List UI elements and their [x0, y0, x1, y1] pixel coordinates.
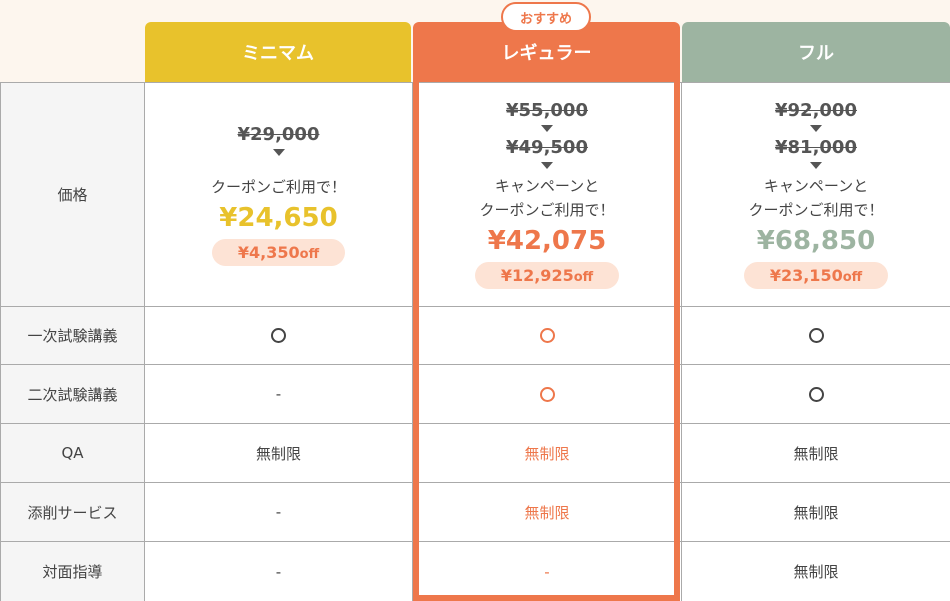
row-label: 対面指導 [0, 542, 145, 601]
feature-cell-minimum: - [145, 542, 413, 601]
row-label: 一次試験講義 [0, 307, 145, 364]
price-note: キャンペーンと [763, 177, 869, 195]
feature-row-face-to-face: 対面指導 - - 無制限 [0, 542, 950, 601]
feature-cell-full [682, 307, 950, 364]
price-row: 価格 ¥29,000 クーポンご利用で！ ¥24,650 ¥4,350off ¥… [0, 82, 950, 307]
feature-cell-full: 無制限 [793, 503, 839, 522]
discount-badge: ¥23,150off [743, 262, 889, 289]
price-cell-minimum: ¥29,000 クーポンご利用で！ ¥24,650 ¥4,350off [145, 83, 413, 306]
feature-row-first-exam: 一次試験講義 [0, 307, 950, 365]
final-price: ¥68,850 [756, 226, 876, 256]
row-label-price: 価格 [0, 83, 145, 306]
original-price: ¥92,000 [775, 100, 857, 121]
plan-header-regular: レギュラー [413, 22, 680, 82]
campaign-price: ¥81,000 [775, 137, 857, 158]
down-arrow-icon [810, 162, 822, 169]
plan-comparison-table: 価格 ¥29,000 クーポンご利用で！ ¥24,650 ¥4,350off ¥… [0, 82, 950, 601]
feature-cell-minimum [145, 307, 413, 364]
row-label: 二次試験講義 [0, 365, 145, 423]
price-cell-regular: ¥55,000 ¥49,500 キャンペーンと クーポンご利用で！ ¥42,07… [413, 83, 682, 306]
circle-icon [539, 386, 555, 402]
final-price: ¥42,075 [487, 226, 607, 256]
price-note: キャンペーンと [494, 177, 600, 195]
feature-cell-regular: - [413, 542, 682, 601]
row-label: QA [0, 424, 145, 482]
circle-icon [539, 328, 555, 343]
down-arrow-icon [810, 125, 822, 132]
price-cell-full: ¥92,000 ¥81,000 キャンペーンと クーポンご利用で！ ¥68,85… [682, 83, 950, 306]
down-arrow-icon [272, 148, 285, 156]
feature-row-second-exam: 二次試験講義 - [0, 365, 950, 424]
down-arrow-icon [541, 162, 553, 169]
discount-badge: ¥4,350off [211, 238, 346, 266]
feature-cell-regular [413, 365, 682, 423]
campaign-price: ¥49,500 [506, 137, 588, 158]
price-note: クーポンご利用で！ [210, 177, 346, 196]
feature-cell-regular: 無制限 [413, 424, 682, 482]
feature-cell-minimum: - [145, 483, 413, 541]
discount-badge: ¥12,925off [474, 262, 620, 289]
feature-cell-full: 無制限 [793, 444, 839, 463]
original-price: ¥55,000 [506, 100, 588, 121]
price-note: クーポンご利用で！ [479, 201, 615, 219]
feature-cell-minimum: - [145, 365, 413, 423]
final-price: ¥24,650 [219, 202, 338, 233]
price-note: クーポンご利用で！ [748, 201, 884, 219]
original-price: ¥29,000 [237, 123, 320, 145]
feature-cell-regular: 無制限 [413, 483, 682, 541]
down-arrow-icon [541, 125, 553, 132]
row-label: 添削サービス [0, 483, 145, 541]
feature-cell-full [682, 365, 950, 423]
feature-cell-regular [413, 307, 682, 364]
plan-header-full: フル [682, 22, 950, 82]
feature-cell-full: 無制限 [793, 563, 839, 581]
feature-cell-minimum: 無制限 [145, 424, 413, 482]
recommended-badge: おすすめ [501, 2, 591, 32]
circle-icon [808, 386, 824, 402]
plan-header-minimum: ミニマム [145, 22, 411, 82]
feature-row-qa: QA 無制限 無制限 無制限 [0, 424, 950, 483]
feature-row-correction: 添削サービス - 無制限 無制限 [0, 483, 950, 542]
circle-icon [271, 328, 286, 343]
circle-icon [808, 328, 824, 343]
